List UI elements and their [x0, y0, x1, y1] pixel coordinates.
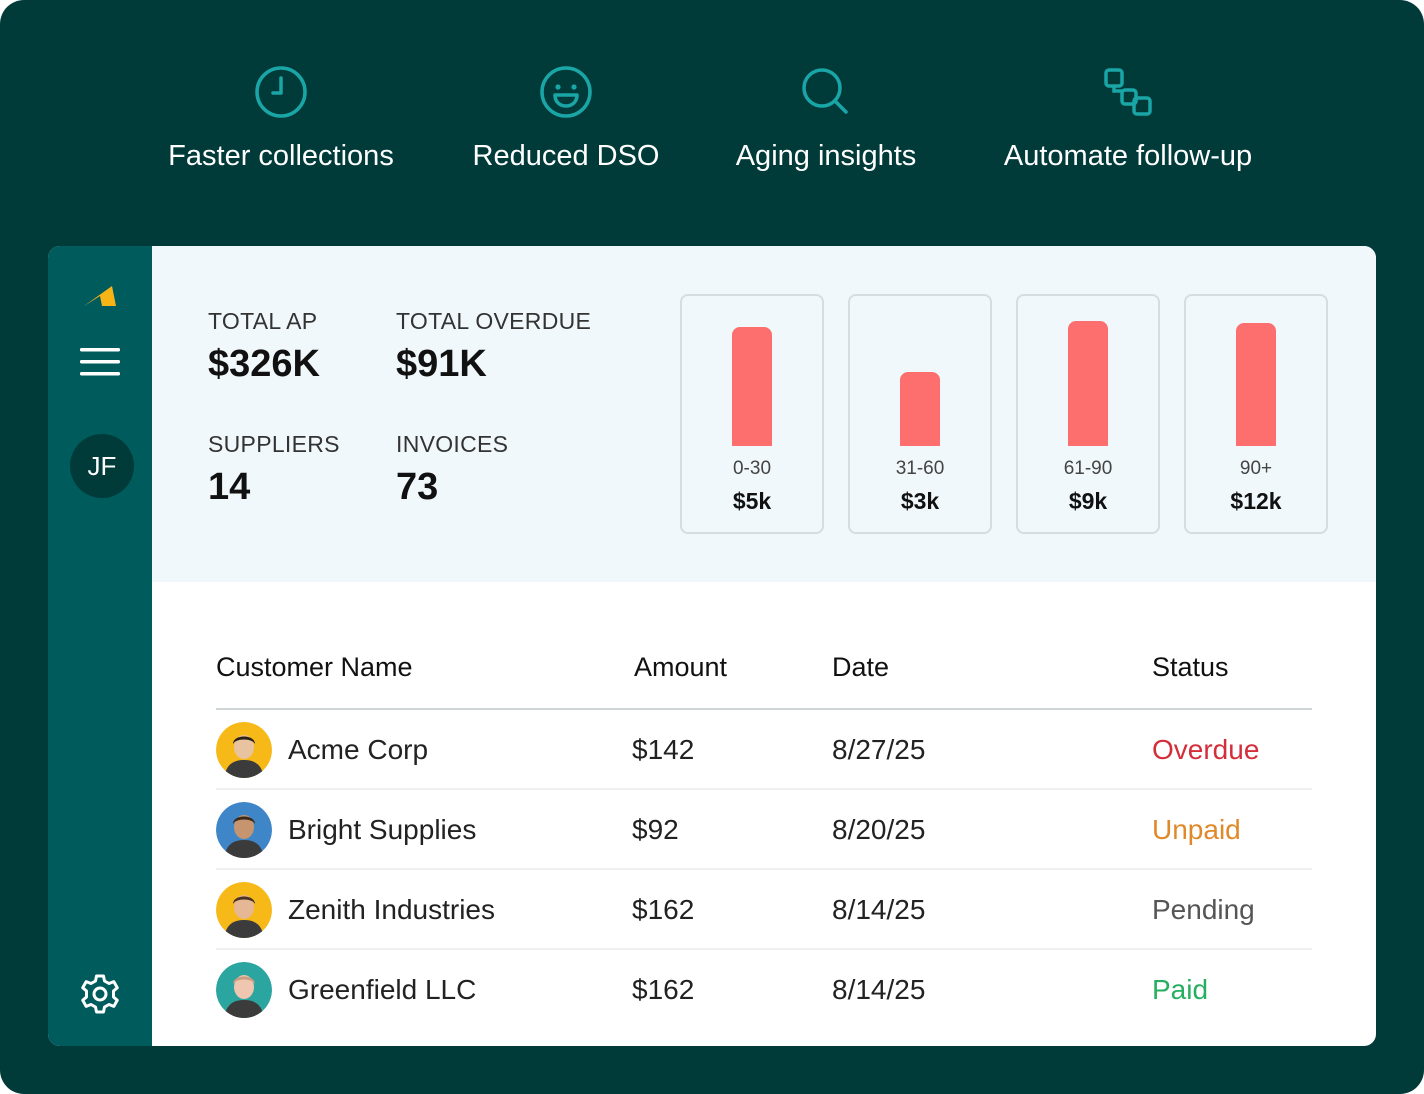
column-header-customer-name[interactable]: Customer Name — [216, 652, 413, 682]
column-header-status[interactable]: Status — [1152, 652, 1229, 682]
aging-bar — [1068, 321, 1108, 446]
aging-bucket-value: $12k — [1230, 488, 1282, 514]
stat-value: 73 — [396, 466, 439, 508]
date-cell: 8/27/25 — [832, 734, 926, 765]
amount-cell: $92 — [632, 814, 679, 845]
table-row[interactable]: Bright Supplies $92 8/20/25 Unpaid — [216, 790, 1312, 870]
amount-cell: $162 — [632, 894, 695, 925]
search-icon — [802, 68, 848, 114]
aging-bucket-label: 90+ — [1239, 458, 1273, 479]
amount-cell: $162 — [632, 974, 695, 1005]
aging-bar — [1236, 323, 1276, 446]
aging-bar — [732, 327, 772, 446]
workflow-icon — [1104, 68, 1152, 116]
aging-bucket-label: 31-60 — [895, 458, 945, 479]
smile-icon — [540, 66, 592, 118]
status-cell: Overdue — [1152, 734, 1260, 765]
aging-bucket-label: 61-90 — [1063, 458, 1113, 479]
customer-name: Zenith Industries — [288, 894, 495, 925]
table-body: Acme Corp $142 8/27/25 Overdue Bright Suppli… — [216, 710, 1312, 1030]
customer-name: Acme Corp — [288, 734, 429, 765]
status-cell: Paid — [1152, 974, 1209, 1005]
aging-bucket-61-90: 61-90 $9k — [1016, 294, 1160, 534]
aging-bucket-0-30: 0-30 $5k — [680, 294, 824, 534]
gear-icon[interactable] — [78, 972, 122, 1016]
table-row[interactable]: Zenith Industries $162 8/14/25 Pending — [216, 870, 1312, 950]
stat-total-ap: TOTAL AP $326K — [208, 308, 408, 386]
aging-bucket-value: $5k — [732, 488, 772, 514]
aging-bucket-90-plus: 90+ $12k — [1184, 294, 1328, 534]
feature-aging-insights: Aging insights — [676, 60, 976, 176]
stat-label: TOTAL OVERDUE — [396, 308, 592, 334]
feature-faster-collections: Faster collections — [131, 60, 431, 176]
table-row[interactable]: Greenfield LLC $162 8/14/25 Paid — [216, 950, 1312, 1030]
stat-value: $91K — [396, 343, 487, 385]
status-cell: Unpaid — [1152, 814, 1241, 845]
table-row[interactable]: Acme Corp $142 8/27/25 Overdue — [216, 710, 1312, 790]
aging-bucket-value: $9k — [1068, 488, 1108, 514]
brand-logo-icon — [84, 286, 116, 306]
stat-label: SUPPLIERS — [208, 431, 340, 457]
customer-avatar — [216, 882, 272, 938]
stat-value: $326K — [208, 343, 320, 385]
customer-avatar — [216, 962, 272, 1018]
date-cell: 8/14/25 — [832, 894, 926, 925]
feature-label: Aging insights — [735, 140, 917, 172]
customer-avatar — [216, 722, 272, 778]
feature-reduced-dso: Reduced DSO — [416, 60, 716, 176]
feature-automate-follow-up: Automate follow-up — [978, 60, 1278, 176]
aging-bucket-value: $3k — [900, 488, 940, 514]
stat-label: TOTAL AP — [208, 308, 318, 334]
column-header-amount[interactable]: Amount — [634, 652, 728, 682]
feature-label: Automate follow-up — [1003, 140, 1253, 172]
aging-bar — [900, 372, 940, 446]
stat-label: INVOICES — [396, 431, 509, 457]
stat-invoices: INVOICES 73 — [396, 431, 596, 509]
app-window: JF TOTAL AP $326K TOTAL OVERDUE $91K SUP… — [48, 246, 1376, 1046]
date-cell: 8/14/25 — [832, 974, 926, 1005]
sidebar: JF — [48, 246, 152, 1046]
date-cell: 8/20/25 — [832, 814, 926, 845]
user-avatar[interactable]: JF — [70, 434, 134, 498]
aging-bucket-31-60: 31-60 $3k — [848, 294, 992, 534]
clock-icon — [255, 66, 307, 118]
customer-avatar — [216, 802, 272, 858]
invoices-table: Customer Name Amount Date Status Acme Co… — [216, 646, 1312, 1030]
stat-suppliers: SUPPLIERS 14 — [208, 431, 408, 509]
feature-label: Faster collections — [168, 140, 394, 172]
aging-bucket-label: 0-30 — [732, 458, 772, 479]
stat-total-overdue: TOTAL OVERDUE $91K — [396, 308, 596, 386]
amount-cell: $142 — [632, 734, 695, 765]
summary-panel: TOTAL AP $326K TOTAL OVERDUE $91K SUPPLI… — [152, 246, 1376, 582]
stat-value: 14 — [208, 466, 251, 508]
feature-label: Reduced DSO — [472, 140, 660, 172]
status-cell: Pending — [1152, 894, 1255, 925]
customer-name: Greenfield LLC — [288, 974, 477, 1005]
customer-name: Bright Supplies — [288, 814, 477, 845]
column-header-date[interactable]: Date — [832, 652, 890, 682]
hamburger-menu-icon[interactable] — [80, 346, 120, 378]
table-header: Customer Name Amount Date Status — [216, 646, 1312, 710]
